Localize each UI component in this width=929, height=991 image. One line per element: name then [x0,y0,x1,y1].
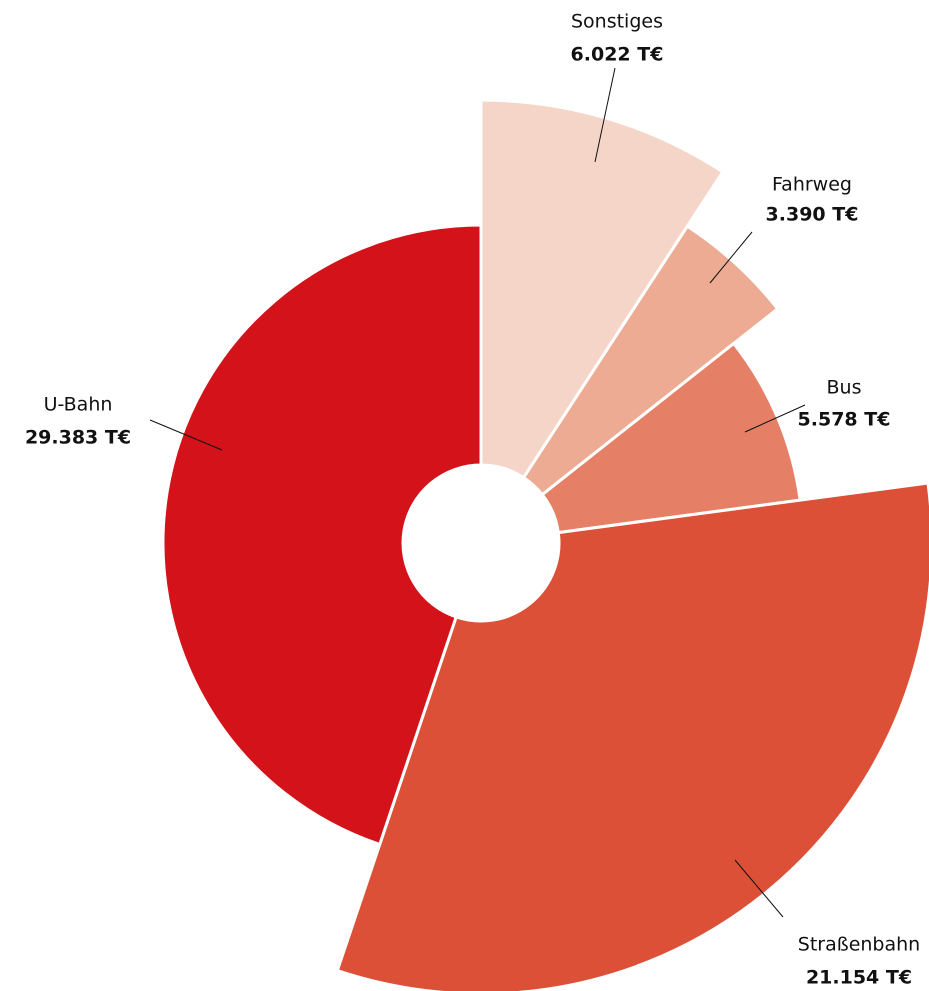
slice [540,341,802,535]
slice-value: 5.578 T€ [798,409,891,431]
slice [161,223,483,846]
leader-line [149,419,223,451]
leader-line [594,67,616,163]
slice-value: 6.022 T€ [571,44,664,66]
slice [479,98,725,480]
leader-line [709,231,753,284]
slice-label: U-Bahn [44,394,113,416]
leader-line [734,859,784,918]
slice [335,481,929,991]
slice-label: Bus [827,377,862,399]
slice-label: Straßenbahn [798,934,920,956]
leader-line [744,404,806,433]
slice-value: 21.154 T€ [806,967,912,989]
slice [522,224,780,497]
slice-label: Sonstiges [571,11,663,33]
slice-value: 3.390 T€ [766,204,859,226]
slice-value: 29.383 T€ [25,427,131,449]
slice-label: Fahrweg [772,174,852,196]
